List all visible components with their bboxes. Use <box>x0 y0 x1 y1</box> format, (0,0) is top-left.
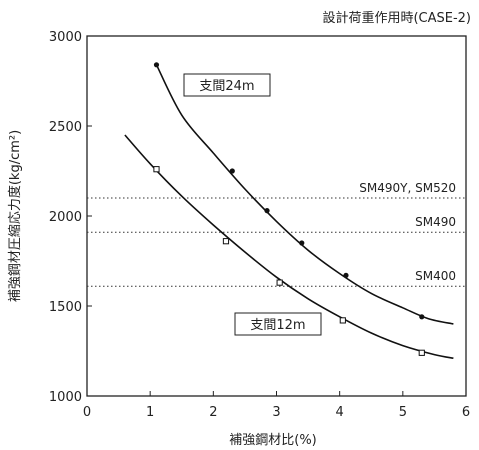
data-point <box>276 279 283 286</box>
x-tick-label: 0 <box>83 405 91 420</box>
data-point <box>299 240 305 246</box>
x-tick-label: 4 <box>336 405 344 420</box>
y-axis-label: 補強鋼材圧縮応力度(kg/cm²) <box>7 130 23 302</box>
data-point <box>153 62 160 68</box>
series-label: 支間24m <box>199 79 254 94</box>
data-point <box>418 349 425 356</box>
y-tick-label: 2500 <box>49 120 82 135</box>
x-axis-label: 補強鋼材比(%) <box>229 433 317 448</box>
y-tick-label: 1000 <box>49 390 82 405</box>
series-label: 支間12m <box>250 318 305 333</box>
x-tick-label: 3 <box>272 405 280 420</box>
data-point <box>419 314 425 320</box>
x-tick-label: 1 <box>146 405 154 420</box>
x-tick-label: 6 <box>462 405 470 420</box>
y-tick-label: 2000 <box>49 210 82 225</box>
data-point <box>339 317 346 324</box>
y-tick-label: 1500 <box>49 300 82 315</box>
chart-title: 設計荷重作用時(CASE-2) <box>322 10 471 26</box>
reference-line-label: SM490Y, SM520 <box>359 181 456 195</box>
reference-line-label: SM400 <box>415 269 456 283</box>
plot-frame <box>86 35 467 397</box>
series-line <box>124 134 454 359</box>
data-point <box>343 272 349 278</box>
x-tick-label: 5 <box>399 405 407 420</box>
data-point <box>264 208 270 214</box>
y-tick-label: 3000 <box>49 30 82 45</box>
plot-area: 0 1 2 3 4 5 6 1000 1500 2000 2500 3000 補強鋼材圧縮応力度(kg/… <box>7 30 470 420</box>
series-label-box <box>183 73 271 97</box>
series-label-box <box>234 312 322 336</box>
series-line <box>155 64 454 325</box>
x-tick-label: 2 <box>209 405 217 420</box>
data-point <box>153 166 160 173</box>
reference-line-label: SM490 <box>415 215 456 229</box>
data-point <box>222 238 230 245</box>
data-point <box>229 168 235 174</box>
